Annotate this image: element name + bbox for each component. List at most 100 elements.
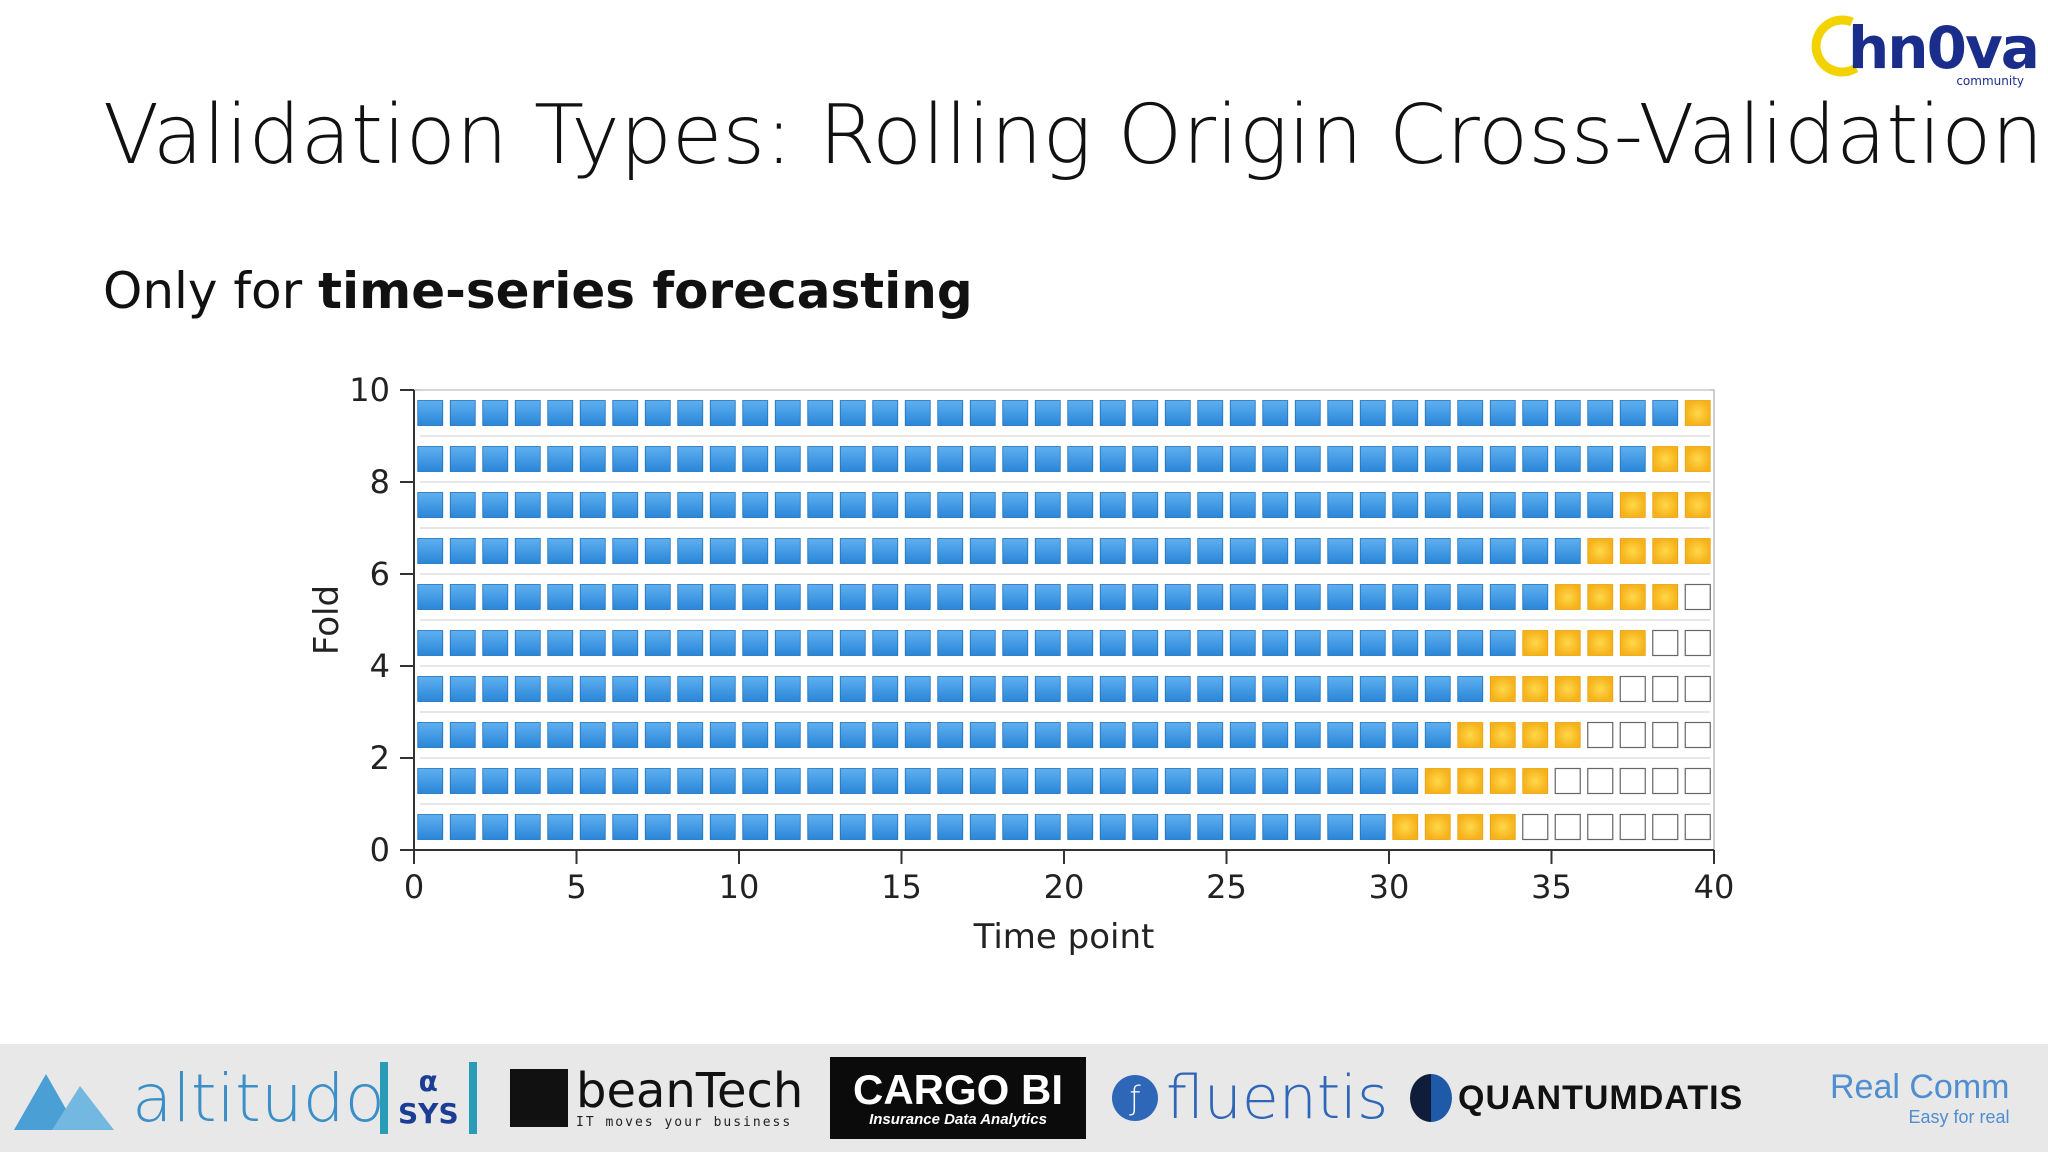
test-point xyxy=(1424,814,1451,840)
train-point xyxy=(969,768,996,794)
train-point xyxy=(742,814,769,840)
unused-point xyxy=(1619,721,1646,749)
train-point xyxy=(1197,676,1224,702)
train-point xyxy=(1002,446,1029,472)
y-tick-label: 10 xyxy=(349,372,390,409)
altitudo-logo: altitudo xyxy=(14,1044,385,1152)
train-point xyxy=(1132,538,1159,564)
train-point xyxy=(904,630,931,656)
mountain-icon xyxy=(14,1074,114,1130)
train-point xyxy=(1132,630,1159,656)
train-point xyxy=(1554,538,1581,564)
train-point xyxy=(1229,538,1256,564)
train-point xyxy=(644,492,671,518)
train-point xyxy=(1262,676,1289,702)
train-point xyxy=(1002,814,1029,840)
train-point xyxy=(1197,630,1224,656)
train-point xyxy=(904,676,931,702)
train-point xyxy=(1457,630,1484,656)
train-point xyxy=(1132,722,1159,748)
train-point xyxy=(449,630,476,656)
train-point xyxy=(1424,722,1451,748)
train-point xyxy=(709,676,736,702)
slide-title: Validation Types: Rolling Origin Cross-V… xyxy=(103,88,2044,183)
train-point xyxy=(547,814,574,840)
test-point xyxy=(1554,630,1581,656)
train-point xyxy=(1359,538,1386,564)
train-point xyxy=(579,768,606,794)
train-point xyxy=(1067,630,1094,656)
train-point xyxy=(514,446,541,472)
train-point xyxy=(579,814,606,840)
train-point xyxy=(644,446,671,472)
train-point xyxy=(612,446,639,472)
y-tick-label: 8 xyxy=(370,463,390,501)
train-point xyxy=(937,722,964,748)
train-point xyxy=(677,676,704,702)
test-point xyxy=(1652,492,1679,518)
train-point xyxy=(937,492,964,518)
train-point xyxy=(1359,630,1386,656)
test-point xyxy=(1392,814,1419,840)
subtitle-plain: Only for xyxy=(103,262,319,320)
train-point xyxy=(872,492,899,518)
train-point xyxy=(937,630,964,656)
train-point xyxy=(1327,722,1354,748)
unused-point xyxy=(1652,721,1679,749)
train-point xyxy=(774,630,801,656)
x-tick-label: 20 xyxy=(1044,868,1085,906)
logo-subtitle: community xyxy=(1956,74,2024,88)
train-point xyxy=(644,538,671,564)
train-point xyxy=(1262,768,1289,794)
train-point xyxy=(1034,814,1061,840)
train-point xyxy=(1424,492,1451,518)
train-point xyxy=(969,400,996,426)
train-point xyxy=(482,584,509,610)
train-point xyxy=(709,722,736,748)
subtitle-bold: time-series forecasting xyxy=(318,262,973,320)
train-point xyxy=(579,538,606,564)
fluentis-name: fluentis xyxy=(1166,1063,1389,1133)
train-point xyxy=(677,492,704,518)
train-point xyxy=(482,492,509,518)
train-point xyxy=(1262,538,1289,564)
unused-point xyxy=(1684,629,1711,657)
test-point xyxy=(1619,492,1646,518)
unused-point xyxy=(1522,813,1549,841)
train-point xyxy=(677,584,704,610)
train-point xyxy=(1262,400,1289,426)
train-point xyxy=(774,584,801,610)
train-point xyxy=(1034,768,1061,794)
train-point xyxy=(1327,768,1354,794)
train-point xyxy=(482,446,509,472)
beantech-square-icon xyxy=(510,1069,568,1127)
train-point xyxy=(1099,722,1126,748)
train-point xyxy=(1132,446,1159,472)
train-point xyxy=(1164,538,1191,564)
train-point xyxy=(904,538,931,564)
x-tick-label: 15 xyxy=(881,868,922,906)
train-point xyxy=(937,676,964,702)
train-point xyxy=(417,538,444,564)
train-point xyxy=(1099,676,1126,702)
quantumdatis-mark-icon xyxy=(1410,1074,1452,1122)
train-point xyxy=(1294,814,1321,840)
train-point xyxy=(839,676,866,702)
train-point xyxy=(807,584,834,610)
train-point xyxy=(872,400,899,426)
train-point xyxy=(1359,584,1386,610)
train-point xyxy=(807,676,834,702)
train-point xyxy=(1164,400,1191,426)
test-point xyxy=(1489,722,1516,748)
train-point xyxy=(1099,814,1126,840)
train-point xyxy=(937,400,964,426)
train-point xyxy=(1392,722,1419,748)
test-point xyxy=(1619,584,1646,610)
train-point xyxy=(449,446,476,472)
train-point xyxy=(1359,492,1386,518)
train-point xyxy=(1262,446,1289,472)
x-tick-label: 0 xyxy=(404,868,424,906)
train-point xyxy=(1457,400,1484,426)
train-point xyxy=(1262,722,1289,748)
train-point xyxy=(774,676,801,702)
